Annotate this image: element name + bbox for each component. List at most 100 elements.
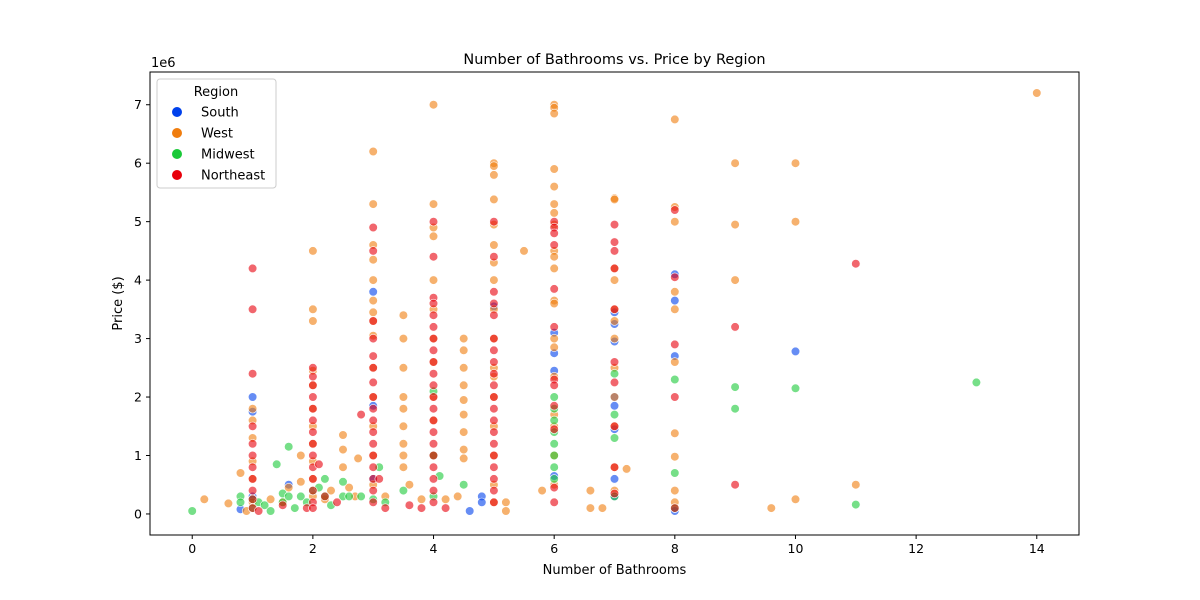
point-northeast-4: [248, 439, 258, 449]
point-northeast-64: [428, 392, 439, 402]
point-west-152: [766, 503, 776, 513]
point-northeast-62: [428, 369, 439, 379]
point-midwest-13: [290, 503, 300, 513]
point-west-87: [489, 240, 499, 250]
point-northeast-18: [308, 404, 318, 414]
point-west-56: [398, 450, 409, 461]
point-northeast-70: [428, 462, 439, 472]
point-midwest-24: [356, 491, 366, 502]
legend-marker-midwest: [172, 149, 182, 159]
point-northeast-58: [428, 322, 439, 332]
point-west-132: [609, 334, 620, 344]
legend-marker-south: [172, 107, 182, 117]
point-northeast-51: [404, 500, 415, 510]
point-midwest-53: [971, 377, 982, 388]
point-west-78: [459, 410, 469, 420]
point-northeast-60: [428, 345, 439, 355]
point-northeast-69: [428, 450, 439, 461]
point-west-138: [621, 464, 632, 474]
point-south-28: [790, 346, 801, 357]
point-northeast-17: [308, 392, 318, 402]
point-northeast-50: [380, 503, 390, 513]
point-northeast-61: [428, 357, 439, 367]
point-south-1: [248, 392, 258, 402]
point-west-143: [670, 304, 680, 314]
point-northeast-82: [489, 357, 499, 367]
point-midwest-6: [260, 500, 270, 510]
x-tick-label: 10: [788, 541, 804, 556]
y-tick-label: 3: [134, 331, 142, 346]
point-northeast-77: [489, 287, 499, 297]
point-west-131: [609, 316, 620, 326]
point-northeast-20: [308, 427, 318, 437]
point-south-10: [477, 497, 487, 507]
point-midwest-44: [609, 433, 620, 443]
point-northeast-57: [428, 310, 439, 320]
point-west-0: [199, 494, 209, 504]
x-tick-label: 0: [188, 541, 196, 556]
point-northeast-90: [489, 450, 499, 461]
point-west-124: [585, 503, 596, 513]
point-midwest-39: [549, 450, 559, 461]
point-northeast-84: [489, 380, 499, 390]
point-northeast-53: [428, 217, 439, 227]
point-northeast-35: [368, 334, 378, 344]
point-northeast-68: [428, 439, 439, 449]
point-northeast-59: [428, 334, 439, 344]
point-west-84: [489, 170, 499, 180]
point-northeast-44: [368, 450, 378, 461]
point-northeast-41: [368, 415, 378, 426]
point-northeast-115: [609, 462, 620, 472]
y-tick-label: 1: [134, 448, 142, 463]
point-west-106: [549, 164, 559, 174]
point-northeast-31: [356, 410, 366, 420]
point-west-77: [459, 395, 469, 405]
point-northeast-3: [248, 421, 258, 431]
point-northeast-0: [248, 263, 258, 274]
point-midwest-18: [320, 474, 330, 484]
point-northeast-27: [308, 503, 318, 513]
point-northeast-97: [549, 228, 559, 238]
point-northeast-24: [308, 474, 318, 484]
chart-title: Number of Bathrooms vs. Price by Region: [463, 52, 765, 68]
point-northeast-122: [730, 322, 740, 332]
point-west-99: [501, 497, 511, 507]
point-northeast-93: [489, 486, 499, 496]
point-northeast-81: [489, 345, 499, 355]
point-midwest-41: [549, 474, 559, 484]
point-west-1: [223, 498, 233, 509]
point-northeast-54: [428, 252, 439, 262]
point-northeast-109: [609, 246, 620, 256]
point-northeast-119: [670, 339, 680, 350]
point-northeast-116: [609, 488, 620, 499]
point-northeast-52: [416, 503, 427, 513]
point-south-5: [368, 287, 378, 297]
legend-label-midwest: Midwest: [201, 148, 255, 163]
point-west-154: [790, 217, 801, 227]
point-northeast-79: [489, 310, 499, 320]
point-midwest-11: [284, 442, 294, 452]
point-midwest-46: [670, 374, 680, 385]
point-midwest-43: [609, 410, 620, 420]
point-northeast-5: [248, 450, 258, 461]
legend-label-west: West: [201, 127, 233, 142]
point-west-107: [549, 182, 559, 192]
legend-marker-northeast: [172, 170, 182, 180]
point-west-58: [404, 480, 415, 490]
point-northeast-1: [248, 304, 258, 314]
point-west-39: [368, 296, 378, 306]
point-northeast-67: [428, 427, 439, 437]
x-tick-label: 14: [1029, 541, 1045, 556]
point-northeast-6: [248, 462, 258, 472]
x-tick-label: 12: [908, 541, 924, 556]
point-midwest-0: [187, 506, 197, 516]
point-west-134: [609, 392, 620, 402]
y-axis-label: Price ($): [111, 276, 126, 330]
point-south-22: [609, 474, 620, 484]
point-northeast-85: [489, 392, 499, 402]
point-west-112: [549, 252, 559, 262]
point-west-149: [730, 158, 740, 168]
point-west-146: [670, 452, 680, 462]
point-west-123: [585, 486, 596, 496]
